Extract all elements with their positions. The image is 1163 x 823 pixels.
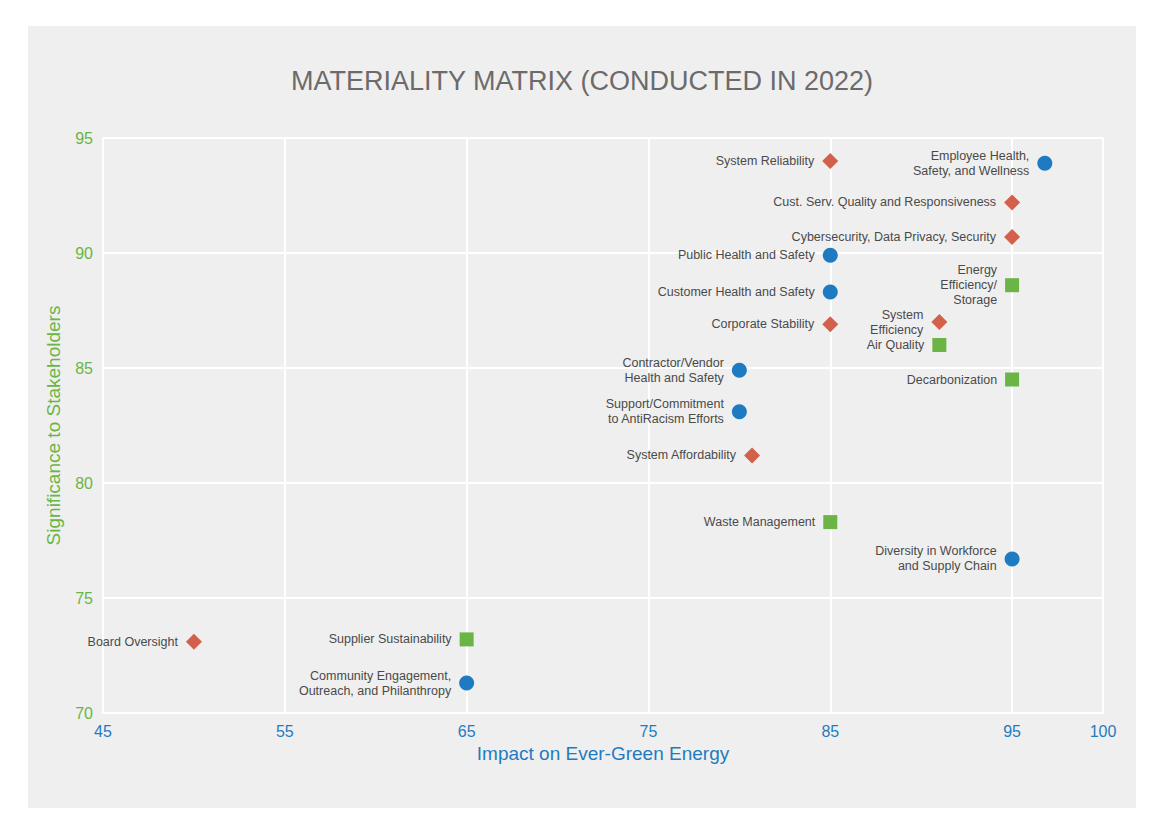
svg-text:70: 70 — [75, 705, 93, 722]
svg-text:Cybersecurity, Data Privacy, S: Cybersecurity, Data Privacy, Security — [792, 230, 997, 244]
svg-text:Diversity in Workforce: Diversity in Workforce — [875, 544, 996, 558]
svg-text:Outreach, and Philanthropy: Outreach, and Philanthropy — [299, 684, 452, 698]
svg-text:Efficiency/: Efficiency/ — [940, 278, 997, 292]
svg-text:Support/Commitment: Support/Commitment — [606, 397, 725, 411]
svg-text:45: 45 — [94, 723, 112, 740]
svg-text:75: 75 — [640, 723, 658, 740]
svg-text:to AntiRacism Efforts: to AntiRacism Efforts — [608, 412, 724, 426]
svg-text:Air Quality: Air Quality — [867, 338, 925, 352]
svg-text:55: 55 — [276, 723, 294, 740]
svg-text:Board Oversight: Board Oversight — [88, 635, 179, 649]
svg-text:Cust. Serv. Quality and Respon: Cust. Serv. Quality and Responsiveness — [773, 195, 996, 209]
svg-text:Corporate Stability: Corporate Stability — [711, 317, 815, 331]
svg-text:Significance to Stakeholders: Significance to Stakeholders — [43, 306, 64, 546]
svg-text:100: 100 — [1090, 723, 1117, 740]
svg-text:Waste Management: Waste Management — [704, 515, 816, 529]
svg-text:Decarbonization: Decarbonization — [907, 373, 997, 387]
svg-text:Impact on Ever-Green Energy: Impact on Ever-Green Energy — [477, 743, 730, 764]
svg-text:Storage: Storage — [953, 293, 997, 307]
svg-text:and Supply Chain: and Supply Chain — [898, 559, 997, 573]
svg-text:Employee Health,: Employee Health, — [931, 149, 1030, 163]
svg-text:65: 65 — [458, 723, 476, 740]
svg-text:85: 85 — [75, 360, 93, 377]
svg-text:Health and Safety: Health and Safety — [624, 371, 724, 385]
svg-text:Customer Health and Safety: Customer Health and Safety — [658, 285, 816, 299]
svg-text:80: 80 — [75, 475, 93, 492]
svg-text:95: 95 — [1003, 723, 1021, 740]
svg-text:System: System — [882, 308, 924, 322]
svg-text:95: 95 — [75, 130, 93, 147]
svg-text:Public Health and Safety: Public Health and Safety — [678, 248, 816, 262]
svg-text:System Affordability: System Affordability — [627, 448, 737, 462]
svg-text:90: 90 — [75, 245, 93, 262]
svg-text:System Reliability: System Reliability — [716, 154, 815, 168]
svg-text:Supplier Sustainability: Supplier Sustainability — [329, 632, 453, 646]
svg-text:Efficiency: Efficiency — [870, 323, 924, 337]
svg-text:Safety, and Wellness: Safety, and Wellness — [913, 164, 1029, 178]
svg-text:Energy: Energy — [957, 263, 997, 277]
svg-text:Contractor/Vendor: Contractor/Vendor — [622, 356, 723, 370]
svg-text:MATERIALITY MATRIX (CONDUCTED: MATERIALITY MATRIX (CONDUCTED IN 2022) — [291, 66, 873, 96]
svg-text:85: 85 — [821, 723, 839, 740]
svg-text:75: 75 — [75, 590, 93, 607]
svg-text:Community Engagement,: Community Engagement, — [310, 669, 451, 683]
